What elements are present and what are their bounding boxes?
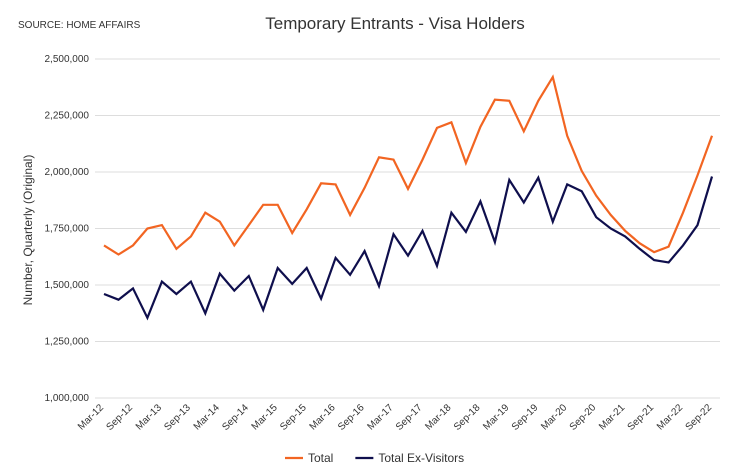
x-tick-label: Sep-22 — [684, 402, 715, 433]
x-tick-label: Mar-15 — [250, 402, 280, 432]
y-tick-label: 1,500,000 — [45, 280, 90, 291]
x-tick-label: Sep-17 — [394, 402, 425, 433]
y-tick-label: 2,500,000 — [45, 54, 90, 65]
x-tick-label: Sep-21 — [626, 402, 657, 433]
x-tick-label: Sep-14 — [220, 402, 251, 433]
x-tick-label: Sep-13 — [162, 402, 193, 433]
y-tick-label: 1,250,000 — [45, 337, 90, 348]
series-line — [103, 74, 714, 256]
x-tick-label: Sep-12 — [104, 402, 135, 433]
legend-label: Total Ex-Visitors — [378, 451, 464, 465]
x-tick-label: Sep-19 — [510, 402, 541, 433]
x-tick-label: Mar-22 — [655, 402, 685, 432]
y-axis-label: Number, Quarterly (Original) — [21, 155, 35, 306]
x-tick-label: Sep-20 — [568, 402, 599, 433]
y-tick-label: 1,750,000 — [45, 224, 90, 235]
legend-label: Total — [308, 451, 333, 465]
x-tick-label: Mar-19 — [481, 402, 511, 432]
x-tick-label: Mar-20 — [539, 402, 569, 432]
x-tick-label: Sep-16 — [336, 402, 367, 433]
series-line — [103, 175, 714, 321]
x-tick-label: Mar-17 — [365, 402, 395, 432]
x-tick-label: Mar-18 — [423, 402, 453, 432]
x-tick-label: Sep-15 — [278, 402, 309, 433]
x-tick-label: Mar-14 — [192, 402, 222, 432]
x-tick-label: Mar-16 — [308, 402, 338, 432]
x-tick-label: Mar-21 — [597, 402, 627, 432]
y-tick-label: 2,000,000 — [45, 167, 90, 178]
y-tick-label: 2,250,000 — [45, 111, 90, 122]
y-tick-label: 1,000,000 — [45, 393, 90, 404]
source: SOURCE: HOME AFFAIRS — [18, 20, 141, 31]
x-tick-label: Mar-13 — [134, 402, 164, 432]
chart-title: Temporary Entrants - Visa Holders — [265, 14, 525, 33]
x-tick-label: Sep-18 — [452, 402, 483, 433]
x-tick-label: Mar-12 — [76, 402, 106, 432]
